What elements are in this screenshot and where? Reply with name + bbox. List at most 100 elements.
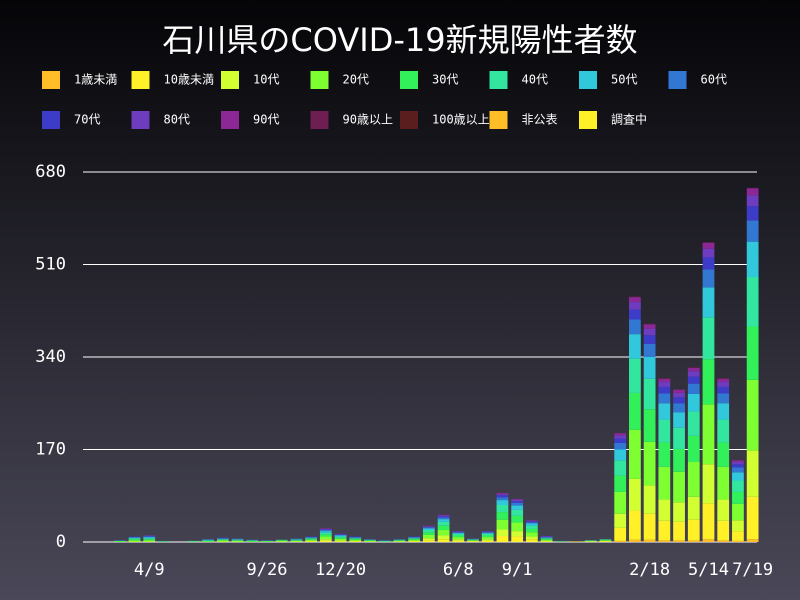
bar-segment xyxy=(305,537,318,539)
legend-swatch xyxy=(310,71,329,89)
bar-segment xyxy=(496,500,509,505)
bar-segment xyxy=(334,533,347,535)
bar-segment xyxy=(202,540,214,541)
bar-segment xyxy=(717,466,730,500)
bar-segment xyxy=(599,539,612,541)
bar-segment xyxy=(481,537,494,540)
bar-segment xyxy=(658,540,671,542)
bar-segment xyxy=(702,317,715,360)
legend-label: 調査中 xyxy=(611,112,647,127)
bar-segment xyxy=(496,529,509,537)
bar-segment xyxy=(187,540,200,542)
bar-segment xyxy=(481,532,494,533)
bar-segment xyxy=(687,376,700,384)
y-tick-label: 0 xyxy=(56,532,66,552)
x-tick-label: 6/8 xyxy=(443,560,474,580)
bar-segment xyxy=(540,540,553,542)
bar-segment xyxy=(599,539,612,540)
bar-segment xyxy=(481,539,494,541)
bar-segment xyxy=(643,539,656,542)
bar-segment xyxy=(658,403,671,420)
bar-segment xyxy=(128,539,141,541)
bar-segment xyxy=(481,531,494,533)
bar-segment xyxy=(349,538,362,539)
bar-segment xyxy=(319,532,332,535)
bar-segment xyxy=(349,537,362,538)
bar-segment xyxy=(658,466,671,500)
bar-segment xyxy=(422,526,435,528)
y-tick-label: 510 xyxy=(35,255,66,275)
bar-segment xyxy=(305,541,318,542)
bar-segment xyxy=(437,517,450,520)
bar-segment xyxy=(732,460,744,463)
bar-segment xyxy=(319,530,332,532)
y-tick-label: 680 xyxy=(35,162,66,182)
bar-segment xyxy=(511,522,524,532)
bar-segment xyxy=(437,539,450,542)
bar-segment xyxy=(732,467,744,473)
bar-segment xyxy=(717,378,730,383)
legend-swatch xyxy=(579,71,597,89)
bar-segment xyxy=(673,403,685,413)
bar-segment xyxy=(643,328,656,336)
bar-segment xyxy=(687,411,700,436)
legend-swatch xyxy=(668,71,687,89)
bar-segment xyxy=(717,419,730,443)
bar-segment xyxy=(113,540,126,541)
legend-swatch xyxy=(489,71,508,89)
legend-swatch xyxy=(42,71,60,89)
x-tick-label: 9/26 xyxy=(246,560,287,580)
bar-segment xyxy=(525,525,538,529)
bar-segment xyxy=(643,513,656,540)
bar-segment xyxy=(599,541,612,542)
bar-segment xyxy=(496,495,509,498)
legend-label: 10代 xyxy=(253,73,279,87)
bar-segment xyxy=(584,540,597,541)
bar-segment xyxy=(275,539,288,541)
bar-segment xyxy=(687,367,700,368)
legend-label: 60代 xyxy=(701,73,727,87)
bar-segment xyxy=(437,535,450,540)
bar-segment xyxy=(673,392,685,398)
bar-segment xyxy=(290,540,303,542)
legend-swatch xyxy=(489,111,508,129)
bar-segment xyxy=(511,509,524,516)
bar-segment xyxy=(511,499,524,500)
bar-segment xyxy=(216,539,229,541)
bar-segment xyxy=(643,378,656,410)
bar-segment xyxy=(202,541,214,542)
bar-segment xyxy=(422,534,435,539)
bar-segment xyxy=(687,519,700,541)
bar-segment xyxy=(658,393,671,404)
bar-segment xyxy=(334,536,347,538)
bar-segment xyxy=(481,531,494,532)
legend-label: 30代 xyxy=(432,73,458,87)
bar-segment xyxy=(128,538,141,540)
x-tick-label: 2/18 xyxy=(629,560,670,580)
bar-segment xyxy=(540,536,553,537)
bar-segment xyxy=(467,539,479,541)
bar-segment xyxy=(261,540,273,542)
bar-segment xyxy=(629,296,641,298)
bar-segment xyxy=(496,497,509,501)
bar-segment xyxy=(732,531,744,541)
bar-segment xyxy=(540,538,553,539)
bar-segment xyxy=(246,540,259,542)
bar-segment xyxy=(231,541,244,542)
bar-segment xyxy=(290,541,303,542)
bar-segment xyxy=(467,540,479,541)
bar-segment xyxy=(452,539,465,541)
y-tick-label: 340 xyxy=(35,347,66,367)
bar-segment xyxy=(437,516,450,518)
bar-segment xyxy=(334,534,347,535)
bar-segment xyxy=(687,367,700,372)
bar-segment xyxy=(511,499,524,502)
bar-segment xyxy=(319,539,332,541)
bar-segment xyxy=(143,536,156,537)
bar-segment xyxy=(555,541,568,542)
bar-segment xyxy=(378,540,391,542)
bar-segment xyxy=(216,537,229,539)
bar-segment xyxy=(658,499,671,521)
bar-segment xyxy=(319,528,332,529)
